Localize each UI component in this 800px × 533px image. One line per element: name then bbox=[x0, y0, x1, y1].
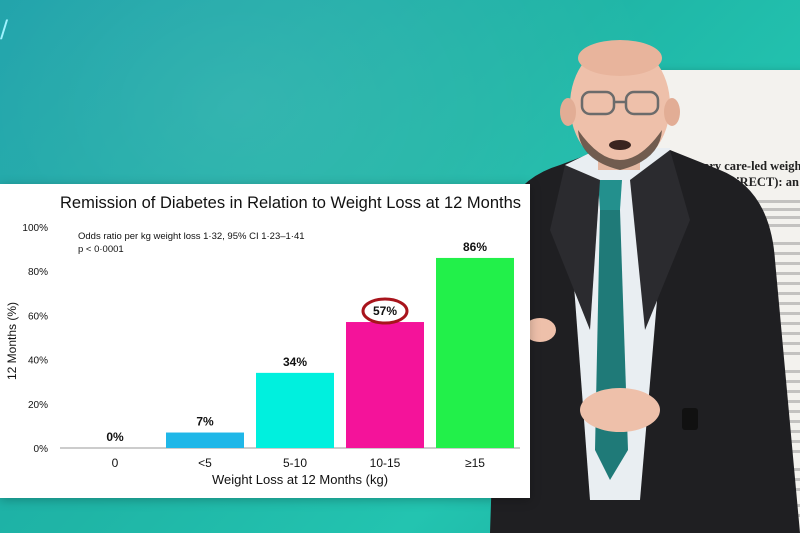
chart-annotation: Odds ratio per kg weight loss 1·32, 95% … bbox=[78, 230, 305, 256]
y-tick-label: 80% bbox=[28, 267, 48, 278]
bar bbox=[256, 372, 334, 448]
bar bbox=[436, 257, 514, 448]
x-axis-title: Weight Loss at 12 Months (kg) bbox=[211, 472, 389, 487]
highlight-circle bbox=[361, 297, 409, 325]
x-tick-label: 5-10 bbox=[283, 456, 307, 470]
annotation-line-2: p < 0·0001 bbox=[78, 244, 124, 255]
x-tick-label: 0 bbox=[112, 456, 119, 470]
logo-mark-icon: / bbox=[0, 15, 9, 43]
chart-title: Remission of Diabetes in Relation to Wei… bbox=[60, 194, 522, 212]
y-tick-label: 40% bbox=[28, 356, 48, 367]
y-tick-label: 100% bbox=[22, 223, 48, 234]
annotation-line-1: Odds ratio per kg weight loss 1·32, 95% … bbox=[78, 231, 305, 242]
bar bbox=[166, 432, 244, 448]
bar bbox=[346, 322, 424, 448]
y-tick-label: 60% bbox=[28, 311, 48, 322]
data-label: 86% bbox=[463, 240, 487, 254]
y-tick-label: 0% bbox=[34, 444, 49, 455]
y-tick-label: 20% bbox=[28, 400, 48, 411]
chart-card: Remission of Diabetes in Relation to Wei… bbox=[0, 184, 530, 498]
x-tick-label: <5 bbox=[198, 456, 212, 470]
presenter-figure bbox=[490, 40, 800, 533]
data-label: 7% bbox=[196, 415, 214, 429]
bar-chart: 0% 20% 40% 60% 80% 100% 0% 0 7% <5 34% 5-10 57% 10-15… bbox=[22, 223, 520, 470]
x-tick-label: 10-15 bbox=[370, 456, 401, 470]
data-label: 34% bbox=[283, 355, 307, 369]
data-label: 57% bbox=[373, 304, 397, 318]
data-label: 0% bbox=[106, 430, 124, 444]
x-tick-label: ≥15 bbox=[465, 456, 485, 470]
